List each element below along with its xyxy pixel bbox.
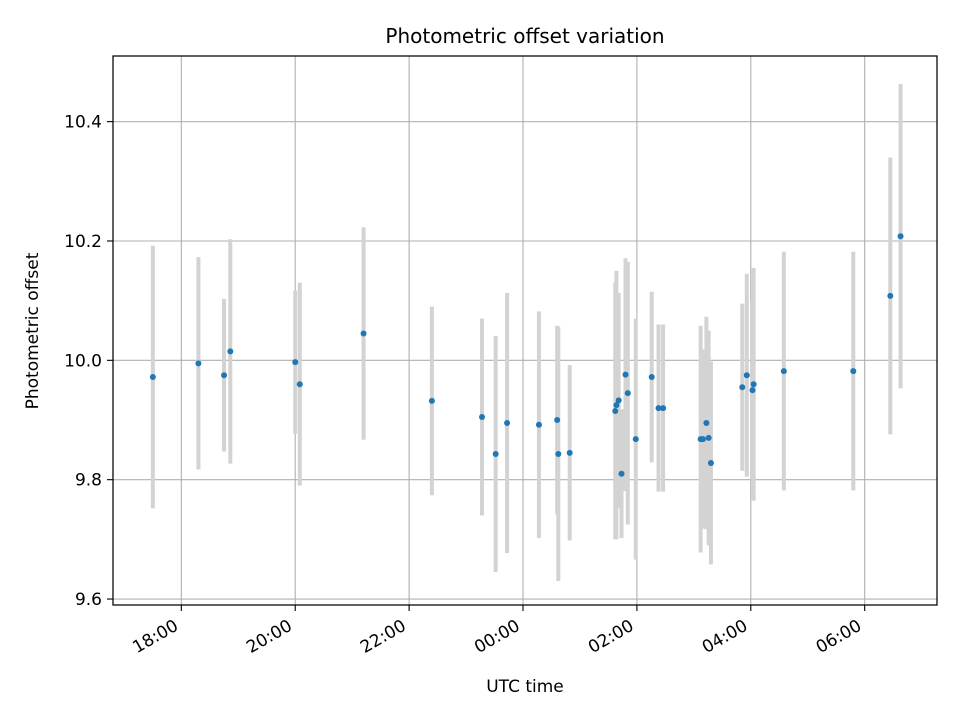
data-point xyxy=(850,368,857,375)
data-point xyxy=(554,417,561,424)
y-tick-label: 9.8 xyxy=(75,471,102,491)
data-points xyxy=(149,233,904,477)
data-point xyxy=(707,459,714,466)
y-tick-label: 9.6 xyxy=(75,590,102,610)
data-point xyxy=(618,470,625,477)
y-tick-label: 10.4 xyxy=(64,113,102,133)
data-point xyxy=(360,330,367,337)
data-point xyxy=(648,374,655,381)
data-point xyxy=(428,397,435,404)
data-point xyxy=(750,381,757,388)
data-point xyxy=(612,408,619,415)
data-point xyxy=(492,451,499,458)
data-point xyxy=(887,292,894,299)
data-point xyxy=(221,372,228,379)
data-point xyxy=(780,368,787,375)
y-axis-label: Photometric offset xyxy=(23,252,43,409)
data-point xyxy=(613,402,620,409)
data-point xyxy=(699,436,706,443)
y-tick-label: 10.0 xyxy=(64,351,102,371)
chart-title: Photometric offset variation xyxy=(385,24,664,48)
data-point xyxy=(897,233,904,240)
data-point xyxy=(504,419,511,426)
data-point xyxy=(535,421,542,428)
data-point xyxy=(566,449,573,456)
data-point xyxy=(555,451,562,458)
data-point xyxy=(149,374,156,381)
data-point xyxy=(739,384,746,391)
plot-frame xyxy=(112,55,938,606)
data-point xyxy=(703,419,710,426)
data-point xyxy=(624,390,631,397)
data-point xyxy=(615,397,622,404)
data-point xyxy=(195,360,202,367)
data-point xyxy=(660,405,667,412)
data-point xyxy=(622,371,629,378)
data-point xyxy=(632,436,639,443)
data-point xyxy=(292,359,299,366)
data-point xyxy=(479,414,486,421)
data-point xyxy=(296,381,303,388)
data-point xyxy=(655,405,662,412)
x-axis-label: UTC time xyxy=(486,677,564,697)
data-point xyxy=(743,372,750,379)
data-point xyxy=(227,348,234,355)
data-point xyxy=(749,387,756,394)
data-point xyxy=(705,434,712,441)
y-tick-label: 10.2 xyxy=(64,232,102,252)
